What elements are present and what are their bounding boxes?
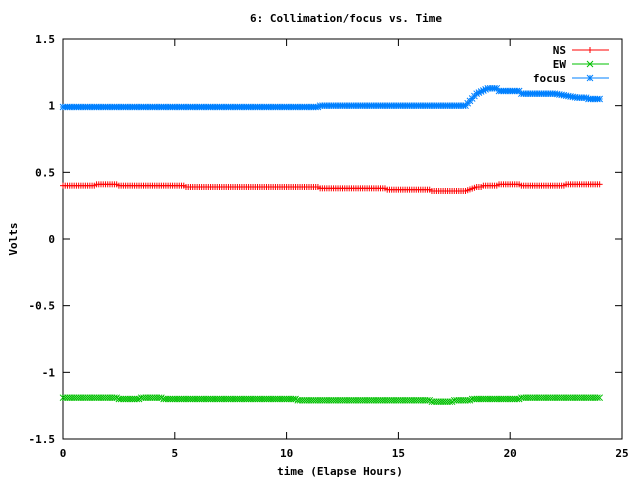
y-tick-label: -1 [42, 366, 56, 379]
y-axis-label: Volts [7, 222, 20, 255]
legend-label: NS [553, 44, 566, 57]
y-tick-label: -1.5 [29, 433, 56, 446]
x-axis-label: time (Elapse Hours) [277, 465, 403, 478]
y-tick-label: 1.5 [35, 33, 55, 46]
legend-swatch [572, 47, 609, 53]
x-tick-label: 10 [280, 447, 293, 460]
legend-label: focus [533, 72, 566, 85]
x-axis: 0 5 10 15 20 25 [60, 39, 629, 460]
x-tick-label: 5 [171, 447, 178, 460]
y-tick-label: 0.5 [35, 166, 55, 179]
y-tick-label: 1 [48, 100, 55, 113]
x-tick-label: 15 [392, 447, 405, 460]
series-focus [59, 84, 603, 111]
x-tick-label: 20 [504, 447, 517, 460]
series-ns [60, 181, 603, 194]
x-tick-label: 0 [60, 447, 67, 460]
chart-title: 6: Collimation/focus vs. Time [250, 12, 442, 25]
y-tick-label: 0 [48, 233, 55, 246]
y-axis: -1.5 -1 -0.5 0 0.5 1 1.5 [29, 33, 622, 446]
series-ew [59, 394, 603, 406]
y-tick-label: -0.5 [29, 300, 56, 313]
legend-swatch [572, 74, 609, 82]
plot-area [59, 84, 603, 406]
legend-swatch [572, 60, 609, 68]
legend-label: EW [553, 58, 567, 71]
x-tick-label: 25 [615, 447, 628, 460]
